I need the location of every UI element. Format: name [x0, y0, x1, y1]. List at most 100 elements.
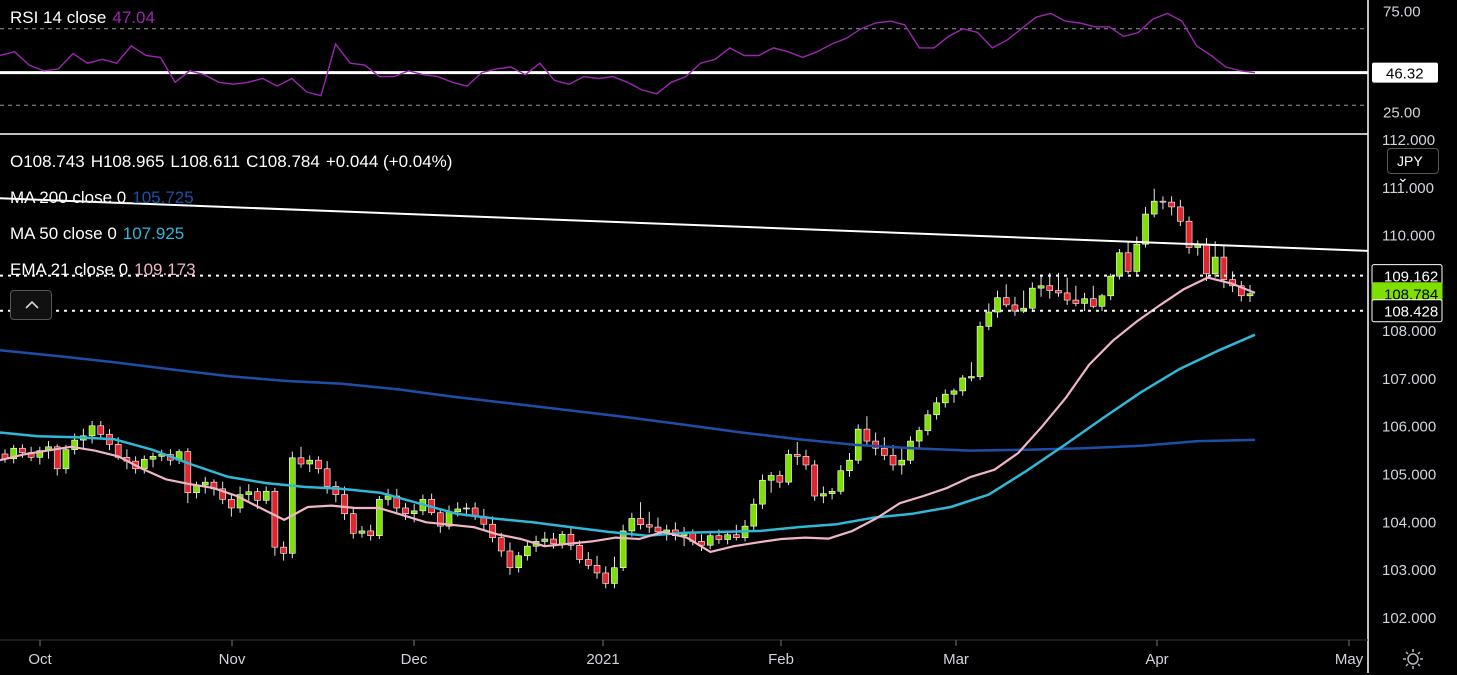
candle-body[interactable] — [219, 488, 226, 500]
candle-body[interactable] — [1237, 285, 1245, 297]
candle-body[interactable] — [1133, 243, 1141, 272]
candle-body[interactable] — [323, 468, 331, 487]
candle-body[interactable] — [489, 523, 496, 538]
candle-body[interactable] — [776, 475, 784, 483]
candle-body[interactable] — [1220, 256, 1228, 280]
candle-body[interactable] — [1150, 200, 1158, 215]
legend-ema21[interactable]: EMA 21 close 0 109.173 — [10, 260, 196, 280]
candle-body[interactable] — [828, 490, 836, 494]
candle-body[interactable] — [184, 451, 192, 493]
candle-body[interactable] — [541, 538, 549, 542]
candle-body[interactable] — [1055, 290, 1062, 294]
candle-body[interactable] — [793, 454, 801, 457]
candle-body[interactable] — [236, 494, 244, 509]
candle-body[interactable] — [994, 297, 1001, 313]
candle-body[interactable] — [1159, 200, 1167, 203]
candle-body[interactable] — [576, 544, 583, 560]
candle-body[interactable] — [1185, 220, 1193, 248]
candle-body[interactable] — [1046, 285, 1054, 291]
candle-body[interactable] — [950, 390, 958, 395]
candle-body[interactable] — [524, 545, 531, 557]
candle-body[interactable] — [262, 490, 270, 501]
candle-body[interactable] — [463, 507, 470, 510]
candle-body[interactable] — [1037, 285, 1045, 289]
candle-body[interactable] — [1029, 287, 1036, 309]
candle-body[interactable] — [437, 512, 444, 527]
candle-body[interactable] — [36, 450, 44, 458]
candle-body[interactable] — [585, 559, 592, 566]
candle-body[interactable] — [941, 393, 949, 404]
candle-body[interactable] — [341, 494, 348, 515]
candle-body[interactable] — [889, 455, 897, 466]
candle-body[interactable] — [515, 555, 522, 569]
candle-body[interactable] — [315, 459, 322, 470]
candle-body[interactable] — [62, 449, 70, 470]
candle-body[interactable] — [811, 464, 818, 497]
currency-dropdown[interactable]: JPY ⌄ — [1387, 148, 1439, 185]
candle-body[interactable] — [506, 550, 514, 569]
candle-body[interactable] — [88, 425, 96, 437]
collapse-legend-button[interactable] — [10, 290, 52, 320]
candle-body[interactable] — [1072, 299, 1080, 304]
candle-body[interactable] — [1089, 298, 1097, 307]
price-pane[interactable] — [0, 133, 1369, 589]
candle-body[interactable] — [567, 533, 575, 546]
candle-body[interactable] — [602, 572, 610, 584]
settings-gear-icon[interactable] — [1402, 648, 1424, 675]
candle-body[interactable] — [1063, 292, 1071, 301]
candle-body[interactable] — [898, 459, 906, 466]
candle-body[interactable] — [706, 535, 714, 546]
candle-body[interactable] — [245, 491, 253, 495]
candle-body[interactable] — [306, 459, 314, 465]
candle-body[interactable] — [1124, 252, 1132, 272]
candle-body[interactable] — [558, 533, 566, 545]
candle-body[interactable] — [289, 457, 296, 554]
candle-body[interactable] — [1168, 201, 1175, 208]
candle-body[interactable] — [1177, 206, 1184, 222]
candle-body[interactable] — [593, 565, 601, 574]
candle-body[interactable] — [358, 530, 366, 534]
candle-body[interactable] — [785, 454, 792, 483]
candle-body[interactable] — [228, 499, 235, 509]
candle-body[interactable] — [837, 470, 845, 492]
candle-body[interactable] — [654, 526, 662, 533]
candle-body[interactable] — [349, 513, 357, 534]
candle-body[interactable] — [863, 428, 871, 442]
candle-body[interactable] — [907, 440, 914, 461]
candle-body[interactable] — [1002, 297, 1010, 306]
candle-body[interactable] — [915, 430, 923, 442]
resistance-trendline[interactable] — [0, 197, 1369, 252]
candle-body[interactable] — [332, 486, 340, 495]
candle-body[interactable] — [1116, 252, 1123, 277]
candle-body[interactable] — [53, 446, 61, 470]
candle-body[interactable] — [802, 456, 810, 466]
candle-body[interactable] — [1011, 304, 1019, 312]
candle-body[interactable] — [201, 481, 209, 486]
candle-body[interactable] — [759, 479, 766, 505]
candle-body[interactable] — [924, 414, 932, 431]
candle-body[interactable] — [97, 425, 105, 435]
candle-body[interactable] — [376, 499, 383, 536]
candle-body[interactable] — [1020, 307, 1027, 312]
candle-body[interactable] — [619, 530, 627, 569]
candle-body[interactable] — [550, 538, 557, 545]
candle-body[interactable] — [71, 439, 78, 450]
candle-body[interactable] — [254, 491, 261, 501]
candle-body[interactable] — [1211, 256, 1219, 275]
candle-body[interactable] — [280, 546, 287, 554]
candle-body[interactable] — [271, 490, 279, 548]
candle-body[interactable] — [1107, 275, 1114, 297]
candle-body[interactable] — [1098, 295, 1106, 307]
candle-body[interactable] — [645, 524, 653, 528]
candle-body[interactable] — [733, 534, 740, 538]
candle-body[interactable] — [715, 535, 723, 540]
legend-ma50[interactable]: MA 50 close 0 107.925 — [10, 224, 184, 244]
candle-body[interactable] — [141, 458, 148, 470]
candle-body[interactable] — [497, 537, 505, 552]
candle-body[interactable] — [1142, 213, 1149, 245]
candle-body[interactable] — [149, 456, 157, 460]
candle-body[interactable] — [297, 457, 305, 465]
candle-body[interactable] — [637, 518, 644, 525]
candle-body[interactable] — [1246, 293, 1254, 297]
candle-body[interactable] — [767, 475, 775, 481]
